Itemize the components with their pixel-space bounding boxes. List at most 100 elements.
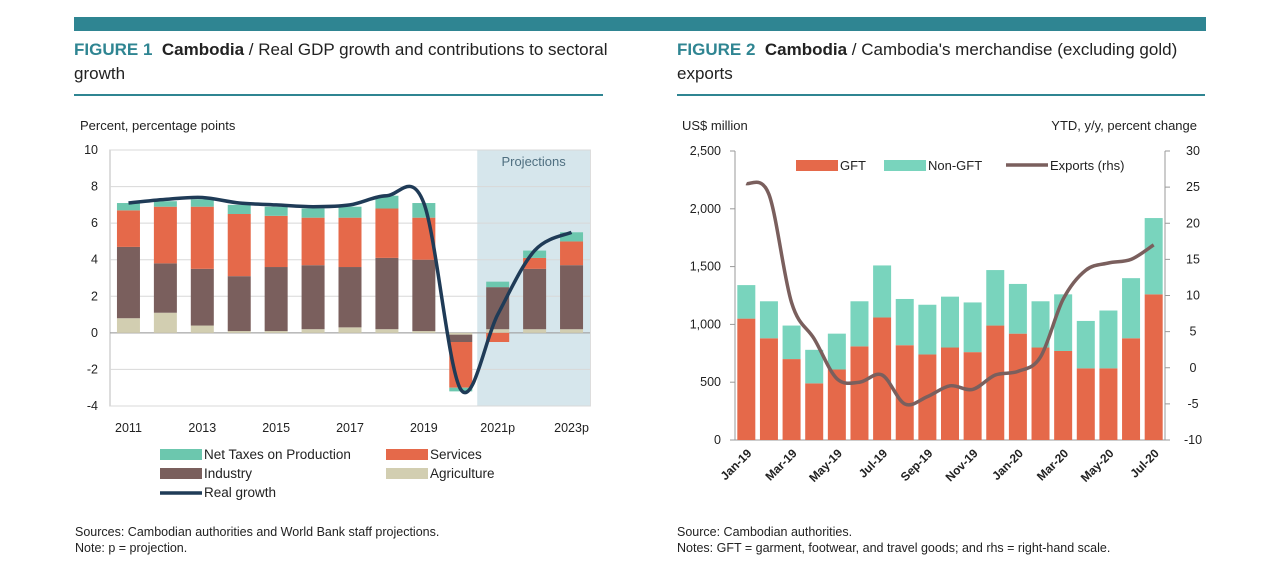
figure2-note: Notes: GFT = garment, footwear, and trav… — [677, 541, 1111, 555]
y-tick-label: 2,000 — [690, 202, 721, 216]
legend-swatch-net-taxes-on-production — [160, 449, 202, 460]
x-tick-label: Mar-19 — [762, 446, 799, 483]
figure2-label: FIGURE 2 — [677, 40, 756, 59]
legend-label-industry: Industry — [204, 466, 252, 481]
figure2-source: Source: Cambodian authorities. — [677, 525, 853, 539]
bar-gft — [850, 346, 869, 440]
figure2-title-rule — [677, 94, 1205, 96]
bar-non-gft — [782, 325, 801, 360]
bar-gft — [782, 359, 801, 440]
figure1-country: Cambodia — [161, 40, 245, 59]
y-tick-label: 1,500 — [690, 260, 721, 274]
bar-gft — [986, 325, 1005, 440]
y2-tick-label: 0 — [1190, 361, 1197, 375]
bar-gft — [873, 317, 892, 440]
x-tick-label: Mar-20 — [1034, 446, 1071, 483]
bar-net-taxes-on-production — [153, 201, 177, 207]
y2-tick-label: 20 — [1186, 216, 1200, 230]
y2-tick-label: 25 — [1186, 180, 1200, 194]
legend-label-real-growth: Real growth — [204, 485, 276, 500]
bar-non-gft — [1144, 218, 1163, 295]
bar-agriculture — [338, 327, 362, 333]
y2-tick-label: 30 — [1186, 144, 1200, 158]
y2-tick-label: -10 — [1184, 433, 1202, 447]
figure1-title: FIGURE 1 Cambodia / Real GDP growth and … — [74, 38, 614, 86]
bar-non-gft — [827, 333, 846, 370]
bar-industry — [227, 276, 251, 332]
bar-non-gft — [963, 302, 982, 353]
bar-industry — [153, 263, 177, 313]
bar-services — [560, 241, 584, 266]
bar-non-gft — [737, 285, 756, 319]
x-tick-label: 2013 — [188, 421, 216, 435]
top-accent-bar — [74, 17, 1206, 31]
legend-label-agriculture: Agriculture — [430, 466, 495, 481]
x-tick-label: 2011 — [115, 421, 142, 435]
x-tick-label: 2017 — [336, 421, 364, 435]
bar-agriculture — [412, 331, 436, 333]
figure2-country: Cambodia — [764, 40, 848, 59]
y-tick-label: -2 — [87, 362, 98, 376]
x-tick-label: Jan-19 — [718, 446, 755, 483]
y-tick-label: 0 — [714, 433, 721, 447]
bar-non-gft — [918, 304, 937, 355]
figure2-chart: 0 500 1,000 1,500 2,000 2,500 -10 -5 0 5 10 15 20 25 3… — [690, 144, 1202, 485]
bar-industry — [264, 267, 288, 332]
bar-net-taxes-on-production — [227, 204, 251, 214]
y-tick-label: 4 — [91, 253, 98, 267]
legend-label-services: Services — [430, 447, 482, 462]
figure1-title-text: / Real GDP growth and contributions to s… — [74, 40, 608, 83]
figure1-label: FIGURE 1 — [74, 40, 153, 59]
bar-net-taxes-on-production — [264, 206, 288, 216]
exports-line — [745, 180, 1155, 407]
bar-agriculture — [449, 332, 473, 335]
bar-agriculture — [375, 329, 399, 333]
bar-net-taxes-on-production — [523, 250, 547, 258]
bar-gft — [1008, 333, 1027, 440]
bar-net-taxes-on-production — [190, 199, 214, 207]
bar-industry — [338, 267, 362, 328]
y-tick-label: -4 — [87, 399, 98, 413]
bar-net-taxes-on-production — [486, 281, 510, 288]
y-tick-label: 2 — [91, 289, 98, 303]
y-tick-label: 500 — [700, 375, 721, 389]
bar-industry — [301, 265, 325, 330]
y-tick-label: 1,000 — [690, 317, 721, 331]
bar-gft — [737, 318, 756, 440]
x-tick-label: May-19 — [806, 446, 845, 485]
bar-net-taxes-on-production — [301, 208, 325, 218]
bar-agriculture — [486, 329, 510, 333]
bar-services — [523, 257, 547, 269]
legend-label-exports-rhs: Exports (rhs) — [1050, 158, 1124, 173]
bar-gft — [1076, 368, 1095, 440]
legend-swatch-industry — [160, 468, 202, 479]
legend-swatch-gft — [796, 160, 838, 171]
figure2-right-unit-label: YTD, y/y, percent change — [1051, 118, 1197, 133]
bar-agriculture — [301, 329, 325, 333]
bar-non-gft — [805, 349, 824, 384]
x-tick-label: Jul-20 — [1127, 446, 1162, 481]
bar-gft — [1099, 368, 1118, 440]
bar-services — [153, 206, 177, 264]
bar-industry — [486, 287, 510, 330]
x-tick-label: 2015 — [262, 421, 290, 435]
y-tick-label: 8 — [91, 180, 98, 194]
bar-gft — [805, 383, 824, 440]
bar-industry — [190, 268, 214, 326]
x-tick-label: Sep-19 — [898, 446, 936, 484]
bar-net-taxes-on-production — [338, 206, 362, 218]
bar-agriculture — [227, 331, 251, 333]
figure2-title: FIGURE 2 Cambodia / Cambodia's merchandi… — [677, 38, 1217, 86]
bar-non-gft — [873, 265, 892, 318]
x-tick-label: 2023p — [554, 421, 589, 435]
bar-net-taxes-on-production — [412, 203, 436, 218]
bar-services — [301, 217, 325, 266]
bar-non-gft — [941, 296, 959, 348]
bar-gft — [895, 345, 914, 440]
bar-non-gft — [895, 298, 914, 346]
figure2-title-text: / Cambodia's merchandise (excluding gold… — [677, 40, 1178, 83]
bar-services — [338, 217, 362, 268]
y2-tick-label: 10 — [1186, 289, 1200, 303]
bar-net-taxes-on-production — [116, 203, 140, 211]
figure1-note: Note: p = projection. — [75, 541, 188, 555]
